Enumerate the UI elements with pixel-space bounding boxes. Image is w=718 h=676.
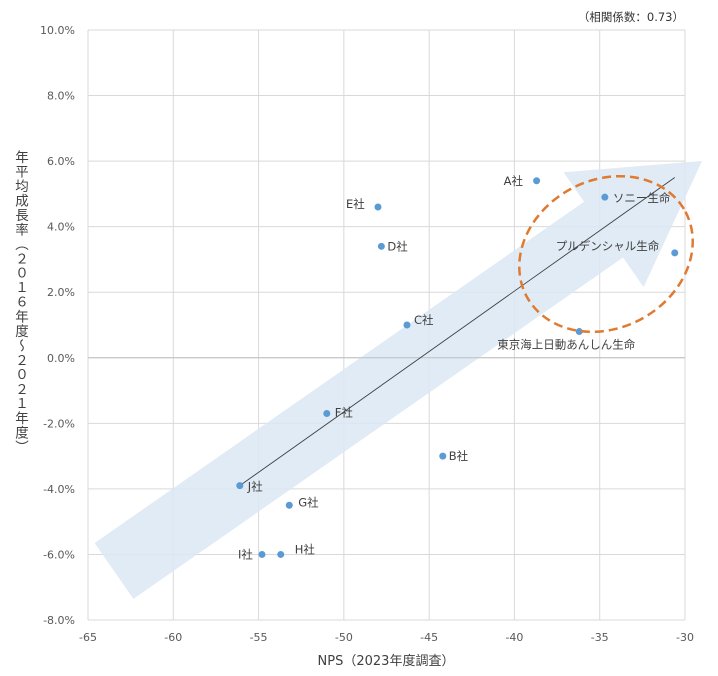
y-tick-label-4: 0.0% bbox=[47, 352, 75, 365]
highlight-ellipse bbox=[518, 174, 694, 334]
point-label-1: B社 bbox=[449, 449, 469, 463]
data-point-0 bbox=[533, 177, 541, 185]
point-label-6: G社 bbox=[298, 495, 319, 509]
point-label-7: H社 bbox=[295, 542, 316, 556]
x-axis-title: NPS（2023年度調査） bbox=[318, 653, 455, 669]
y-tick-label-5: 2.0% bbox=[47, 286, 75, 299]
data-point-2 bbox=[403, 321, 411, 329]
y-tick-label-6: 4.0% bbox=[47, 221, 75, 234]
data-point-11 bbox=[671, 249, 679, 257]
y-tick-label-3: -2.0% bbox=[43, 417, 75, 430]
data-point-5 bbox=[323, 410, 331, 417]
x-tick-label-0: -65 bbox=[79, 631, 97, 644]
y-tick-label-0: -8.0% bbox=[43, 614, 75, 627]
point-label-8: I社 bbox=[238, 547, 253, 561]
data-point-3 bbox=[377, 242, 385, 250]
y-tick-label-7: 6.0% bbox=[47, 155, 75, 168]
data-point-4 bbox=[374, 203, 382, 211]
y-tick-label-8: 8.0% bbox=[47, 90, 75, 103]
point-label-5: F社 bbox=[335, 406, 354, 420]
trend-line bbox=[239, 177, 676, 486]
x-tick-label-4: -45 bbox=[420, 631, 438, 644]
point-label-12: 東京海上日動あんしん生命 bbox=[497, 338, 635, 352]
data-point-12 bbox=[575, 328, 583, 336]
data-point-10 bbox=[601, 193, 609, 201]
point-label-2: C社 bbox=[414, 313, 434, 327]
y-axis-title: 年平均成長率（２０１６年度〜２０２１年度） bbox=[12, 150, 28, 455]
data-point-6 bbox=[285, 501, 293, 509]
x-tick-label-6: -35 bbox=[591, 631, 609, 644]
data-point-8 bbox=[258, 550, 266, 558]
point-label-10: ソニー生命 bbox=[613, 191, 671, 205]
x-tick-label-7: -30 bbox=[676, 631, 694, 644]
x-tick-label-5: -40 bbox=[505, 631, 523, 644]
x-tick-label-3: -50 bbox=[335, 631, 353, 644]
point-label-3: D社 bbox=[387, 239, 408, 253]
trend-arrow-shape bbox=[94, 161, 703, 599]
point-label-0: A社 bbox=[504, 174, 524, 188]
point-label-9: J社 bbox=[247, 480, 263, 494]
x-tick-label-1: -60 bbox=[164, 631, 182, 644]
data-point-7 bbox=[277, 550, 285, 558]
data-point-1 bbox=[439, 452, 447, 460]
correlation-annotation: （相関係数：0.73） bbox=[578, 10, 684, 24]
point-label-11: プルデンシャル生命 bbox=[556, 239, 660, 253]
data-point-9 bbox=[236, 482, 244, 490]
point-label-4: E社 bbox=[346, 197, 365, 211]
y-tick-label-1: -6.0% bbox=[43, 548, 75, 561]
x-tick-label-2: -55 bbox=[250, 631, 268, 644]
y-tick-label-9: 10.0% bbox=[40, 24, 75, 37]
y-tick-label-2: -4.0% bbox=[43, 483, 75, 496]
